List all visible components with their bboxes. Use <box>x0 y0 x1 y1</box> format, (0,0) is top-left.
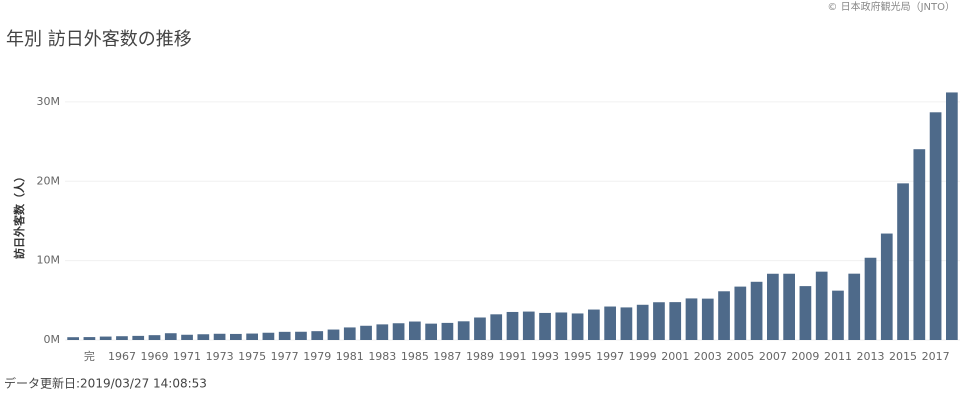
x-tick-label: 1999 <box>629 350 657 363</box>
x-tick-label: 1989 <box>466 350 494 363</box>
x-tick-label: 2007 <box>759 350 787 363</box>
x-tick-label: 1967 <box>108 350 136 363</box>
bar <box>506 311 519 340</box>
bar <box>278 331 291 340</box>
bar <box>262 332 275 340</box>
source: © 日本政府観光局（JNTO） <box>827 0 955 13</box>
bar <box>832 290 844 340</box>
x-tick-label: 1971 <box>173 350 201 363</box>
bar <box>571 313 584 340</box>
bar <box>929 112 942 341</box>
y-tick-label: 30M <box>37 95 61 108</box>
bar <box>295 331 307 340</box>
bar <box>588 309 600 340</box>
bar <box>132 335 145 340</box>
bar <box>718 291 730 340</box>
bar <box>116 336 128 340</box>
x-tick-label: 1991 <box>499 350 527 363</box>
bar <box>99 336 112 340</box>
bar <box>897 183 909 340</box>
y-tick-label: 20M <box>37 174 61 187</box>
x-tick-label: 1981 <box>336 350 364 363</box>
bar <box>246 333 258 340</box>
bar <box>555 312 568 340</box>
bar <box>425 323 437 340</box>
x-tick-label: 2005 <box>726 350 754 363</box>
bar <box>197 334 210 340</box>
bar <box>864 257 877 340</box>
bar <box>360 325 372 340</box>
bar <box>522 311 535 340</box>
bar <box>441 322 454 340</box>
bar <box>409 321 421 340</box>
x-tick-label: 1995 <box>564 350 592 363</box>
bar <box>213 333 226 340</box>
bar <box>913 149 926 340</box>
bar <box>701 298 714 340</box>
bar <box>685 298 698 340</box>
bar <box>750 281 763 340</box>
bar <box>490 314 503 340</box>
bar <box>604 306 616 340</box>
bar <box>181 334 193 340</box>
bar <box>848 273 861 340</box>
x-tick-label: 1973 <box>206 350 234 363</box>
x-tick-label: 2013 <box>857 350 885 363</box>
x-tick-label: 1977 <box>271 350 299 363</box>
y-axis-label: 訪日外客数（人） <box>12 171 26 259</box>
x-tick-label: 2003 <box>694 350 722 363</box>
bar <box>636 304 649 340</box>
chart-title: 年別 訪日外客数の推移 <box>6 29 192 50</box>
bar <box>783 273 795 340</box>
bar <box>164 333 177 340</box>
bar <box>880 233 893 340</box>
x-tick-label: 2015 <box>889 350 917 363</box>
bar <box>148 335 161 340</box>
bar <box>376 324 389 340</box>
x-tick-label: 1997 <box>596 350 624 363</box>
bar <box>767 273 779 340</box>
bar <box>343 327 356 340</box>
bar <box>474 317 486 340</box>
bar <box>653 302 665 340</box>
x-tick-label: 1975 <box>238 350 266 363</box>
bar <box>311 331 324 340</box>
bar <box>669 302 682 340</box>
x-tick-label: 2001 <box>661 350 689 363</box>
bar <box>327 329 340 340</box>
y-tick-label: 0M <box>44 333 61 346</box>
bar <box>815 271 828 340</box>
bar <box>230 333 242 340</box>
bar <box>620 307 633 340</box>
bar <box>392 323 405 340</box>
x-tick-label: 1979 <box>303 350 331 363</box>
bar <box>734 286 747 340</box>
x-tick-label: 2017 <box>922 350 950 363</box>
x-tick-label: 2011 <box>824 350 852 363</box>
bar <box>83 337 96 340</box>
x-tick-label: 完 <box>84 349 95 363</box>
y-tick-label: 10M <box>37 254 61 267</box>
footnote: データ更新日:2019/03/27 14:08:53 <box>4 376 207 391</box>
x-tick-label: 1969 <box>141 350 169 363</box>
x-tick-label: 1993 <box>531 350 559 363</box>
bar <box>799 286 812 340</box>
bar <box>457 321 470 340</box>
x-tick-label: 1985 <box>401 350 429 363</box>
bar <box>539 312 551 340</box>
bar <box>67 337 79 340</box>
bar <box>946 92 958 340</box>
x-tick-label: 2009 <box>791 350 819 363</box>
x-tick-label: 1987 <box>433 350 461 363</box>
x-tick-label: 1983 <box>368 350 396 363</box>
